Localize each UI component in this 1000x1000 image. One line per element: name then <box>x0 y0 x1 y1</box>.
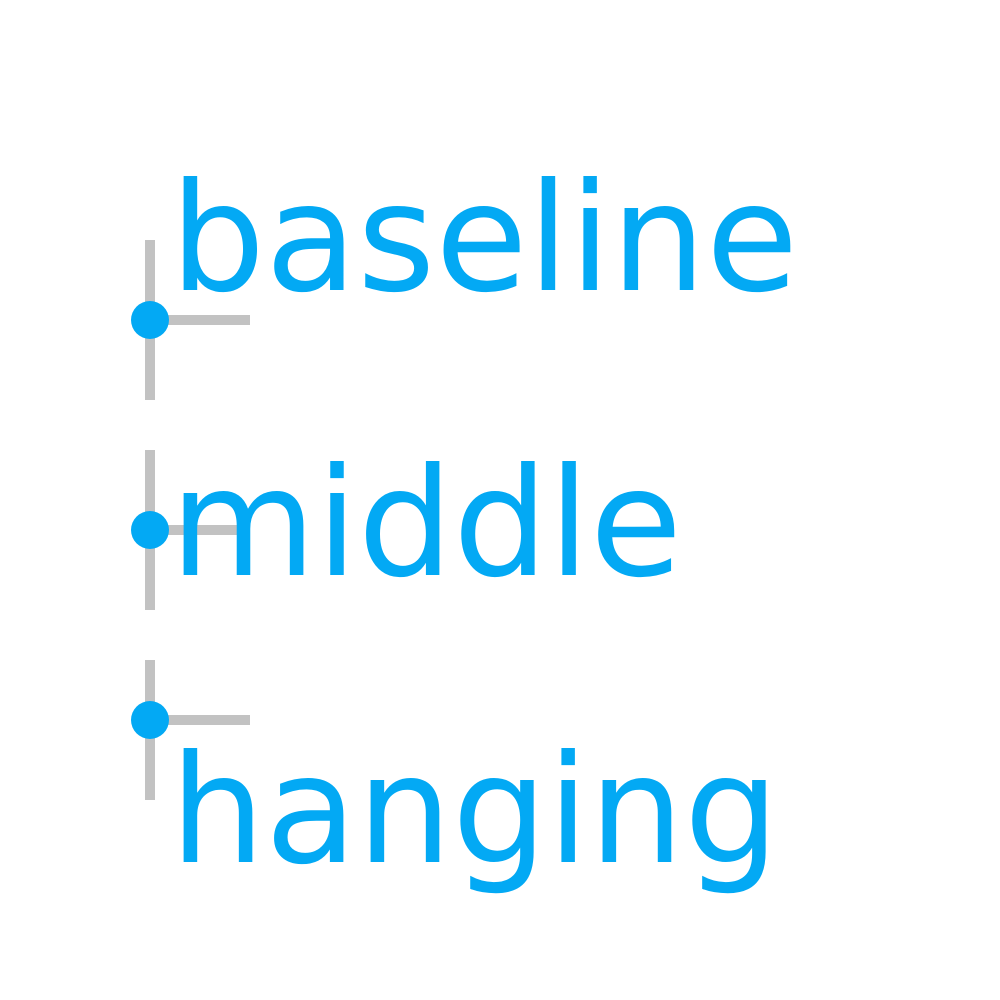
row-baseline: baseline <box>131 152 798 400</box>
row-hanging: hanging <box>131 660 779 898</box>
label-hanging: hanging <box>170 724 779 898</box>
anchor-point-baseline <box>131 301 169 339</box>
label-baseline: baseline <box>170 152 798 326</box>
anchor-point-hanging <box>131 701 169 739</box>
row-middle: middle <box>131 437 682 611</box>
label-middle: middle <box>170 437 682 611</box>
anchor-point-middle <box>131 511 169 549</box>
